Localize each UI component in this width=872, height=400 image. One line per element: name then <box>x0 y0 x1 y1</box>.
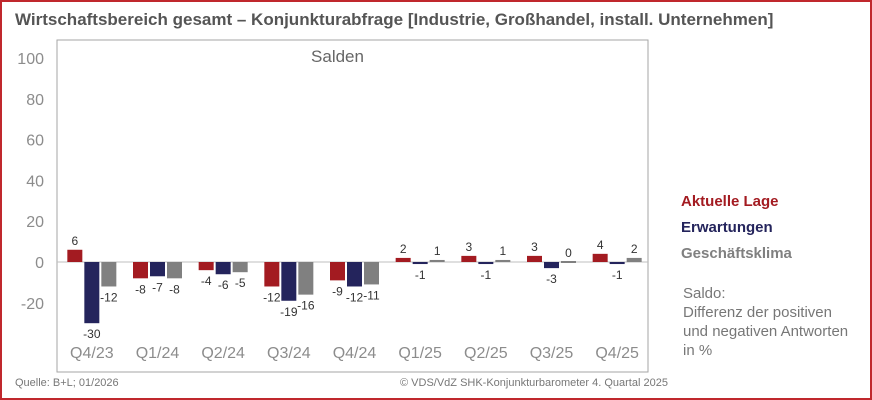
data-label: -9 <box>332 284 343 298</box>
data-label: -30 <box>83 327 101 341</box>
x-tick-label: Q1/24 <box>136 345 180 362</box>
x-tick-label: Q2/24 <box>201 345 245 362</box>
x-tick-label: Q2/25 <box>464 345 508 362</box>
note-line-3: und negativen Antworten <box>683 323 849 340</box>
data-label: -3 <box>546 272 557 286</box>
bar-erwartungen <box>215 262 231 275</box>
page-title: Wirtschaftsbereich gesamt – Konjunkturab… <box>15 10 774 29</box>
data-label: -1 <box>415 268 426 282</box>
bar-aktuelle-lage <box>67 249 83 262</box>
bar-gesch-ftsklima <box>364 262 379 285</box>
note-line-1: Saldo: <box>683 285 726 302</box>
bar-aktuelle-lage <box>592 253 608 262</box>
bar-gesch-ftsklima <box>298 262 314 295</box>
y-tick-label: 0 <box>35 255 44 272</box>
x-tick-label: Q4/25 <box>595 345 639 362</box>
data-label: -12 <box>100 290 118 304</box>
bar-aktuelle-lage <box>198 262 214 271</box>
x-tick-label: Q4/24 <box>333 345 377 362</box>
data-label: -7 <box>152 280 163 294</box>
bar-aktuelle-lage <box>527 255 542 262</box>
data-label: -12 <box>263 290 281 304</box>
data-label: -5 <box>235 276 246 290</box>
bar-gesch-ftsklima <box>232 262 248 273</box>
data-label: -11 <box>363 288 380 302</box>
data-label: -12 <box>346 290 364 304</box>
bar-erwartungen <box>412 262 428 265</box>
y-tick-label: 60 <box>26 133 44 150</box>
bar-erwartungen <box>281 262 297 301</box>
bar-erwartungen <box>544 262 559 269</box>
source-note: Quelle: B+L; 01/2026 <box>15 377 119 389</box>
data-label: 0 <box>565 246 572 260</box>
data-label: 1 <box>434 244 441 258</box>
y-tick-label: 80 <box>26 92 44 109</box>
x-tick-label: Q4/23 <box>70 345 114 362</box>
data-label: -16 <box>297 299 315 313</box>
chart-title: Salden <box>311 47 364 66</box>
y-tick-label: 100 <box>17 51 44 68</box>
bar-erwartungen <box>609 262 625 265</box>
data-label: -8 <box>169 282 180 296</box>
y-tick-label: -20 <box>21 296 44 313</box>
bar-aktuelle-lage <box>330 262 345 281</box>
bar-aktuelle-lage <box>133 262 148 279</box>
data-label: 6 <box>71 234 78 248</box>
bar-gesch-ftsklima <box>561 261 576 263</box>
data-label: 2 <box>400 242 407 256</box>
bar-aktuelle-lage <box>395 257 411 262</box>
bar-gesch-ftsklima <box>429 259 445 262</box>
data-label: -4 <box>201 274 212 288</box>
data-label: -8 <box>135 282 146 296</box>
y-tick-label: 40 <box>26 173 44 190</box>
bar-erwartungen <box>84 262 100 324</box>
data-label: 3 <box>465 240 472 254</box>
y-tick-label: 20 <box>26 214 44 231</box>
bar-aktuelle-lage <box>461 255 477 262</box>
x-tick-label: Q1/25 <box>398 345 442 362</box>
data-label: 3 <box>531 240 538 254</box>
data-label: -19 <box>280 305 298 319</box>
data-label: -1 <box>612 268 623 282</box>
x-tick-label: Q3/25 <box>530 345 574 362</box>
bar-erwartungen <box>150 262 165 277</box>
data-label: 2 <box>631 242 638 256</box>
bar-erwartungen <box>347 262 362 287</box>
bar-gesch-ftsklima <box>495 259 511 262</box>
bar-gesch-ftsklima <box>626 257 642 262</box>
data-label: -6 <box>218 278 229 292</box>
legend-geschaeftsklima: Geschäftsklima <box>681 245 792 262</box>
bar-gesch-ftsklima <box>101 262 117 287</box>
data-label: 1 <box>499 244 506 258</box>
legend-aktuelle-lage: Aktuelle Lage <box>681 193 779 210</box>
x-tick-label: Q3/24 <box>267 345 311 362</box>
bar-erwartungen <box>478 262 494 265</box>
bar-gesch-ftsklima <box>167 262 182 279</box>
data-label: -1 <box>480 268 491 282</box>
bar-aktuelle-lage <box>264 262 280 287</box>
plot-area <box>56 39 649 373</box>
data-label: 4 <box>597 238 604 252</box>
note-line-2: Differenz der positiven <box>683 304 832 321</box>
copyright-note: © VDS/VdZ SHK-Konjunkturbarometer 4. Qua… <box>400 377 668 389</box>
legend-erwartungen: Erwartungen <box>681 219 773 236</box>
note-line-4: in % <box>683 342 713 359</box>
